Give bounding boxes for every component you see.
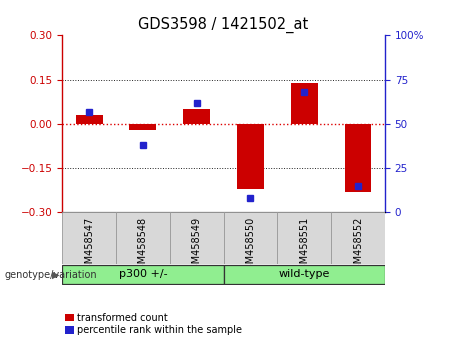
Bar	[278, 212, 331, 264]
Bar	[224, 265, 385, 284]
Bar	[62, 212, 116, 264]
Text: wild-type: wild-type	[278, 269, 330, 279]
Legend: transformed count, percentile rank within the sample: transformed count, percentile rank withi…	[65, 313, 242, 335]
Bar	[344, 124, 372, 192]
Text: GSM458549: GSM458549	[192, 217, 202, 276]
Bar	[183, 109, 210, 124]
Title: GDS3598 / 1421502_at: GDS3598 / 1421502_at	[138, 16, 309, 33]
Bar	[224, 212, 278, 264]
Text: GSM458550: GSM458550	[245, 217, 255, 276]
Bar	[76, 115, 102, 124]
Text: GSM458548: GSM458548	[138, 217, 148, 276]
Text: GSM458551: GSM458551	[299, 217, 309, 276]
Text: ▶: ▶	[52, 270, 59, 280]
Text: GSM458552: GSM458552	[353, 217, 363, 276]
Bar	[331, 212, 385, 264]
Bar	[237, 124, 264, 189]
Text: p300 +/-: p300 +/-	[118, 269, 167, 279]
Bar	[291, 82, 318, 124]
Bar	[62, 265, 224, 284]
Text: GSM458547: GSM458547	[84, 217, 94, 276]
Bar	[130, 124, 156, 130]
Text: genotype/variation: genotype/variation	[5, 270, 97, 280]
Bar	[170, 212, 224, 264]
Bar	[116, 212, 170, 264]
